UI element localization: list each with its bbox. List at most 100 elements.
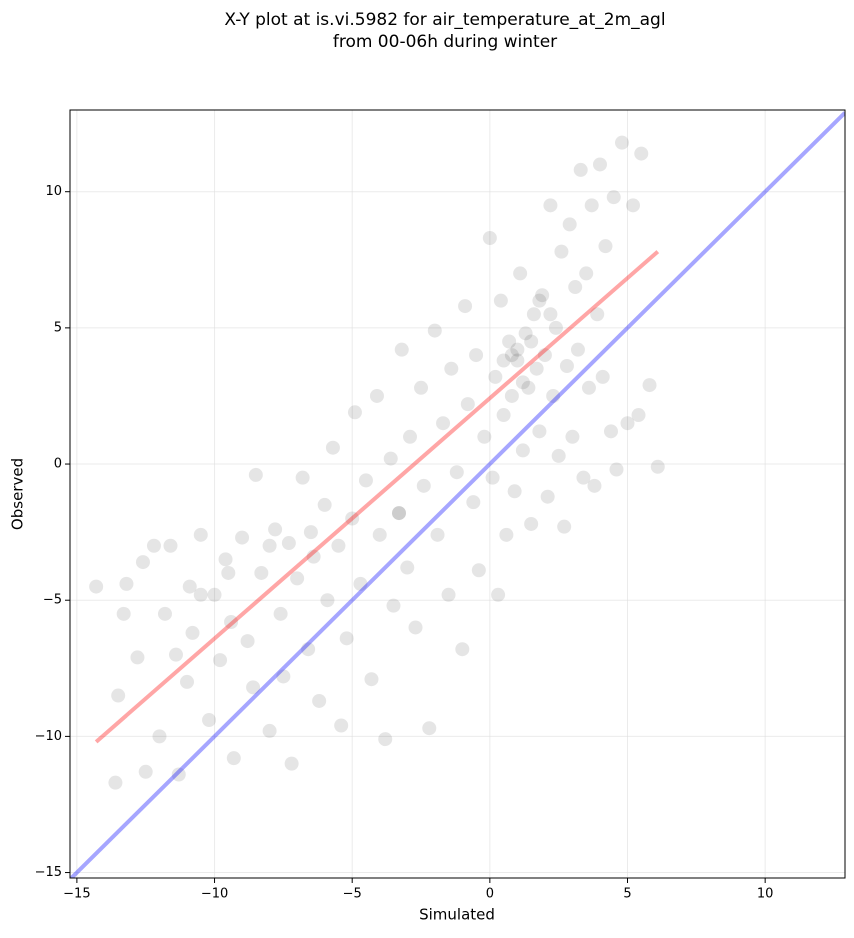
point [262, 723, 277, 738]
point [548, 320, 563, 335]
point [226, 751, 241, 766]
point [595, 369, 610, 384]
point [372, 527, 387, 542]
point [436, 416, 451, 431]
point [554, 244, 569, 259]
point [284, 756, 299, 771]
point [334, 718, 349, 733]
point [427, 323, 442, 338]
point [331, 538, 346, 553]
point [358, 473, 373, 488]
point [369, 388, 384, 403]
x-axis-label: Simulated [419, 906, 495, 924]
point [290, 571, 305, 586]
point [168, 647, 183, 662]
point [221, 565, 236, 580]
point [246, 680, 261, 695]
point [491, 587, 506, 602]
point [281, 536, 296, 551]
point [193, 587, 208, 602]
point [364, 672, 379, 687]
point [116, 606, 131, 621]
point [568, 280, 583, 295]
point [493, 293, 508, 308]
point [403, 429, 418, 444]
point [609, 462, 624, 477]
point [268, 522, 283, 537]
point [499, 527, 514, 542]
point [557, 519, 572, 534]
point [485, 470, 500, 485]
point [524, 334, 539, 349]
point [466, 495, 481, 510]
point [535, 288, 550, 303]
point [383, 451, 398, 466]
point [378, 732, 393, 747]
point [312, 693, 327, 708]
point [345, 511, 360, 526]
point [339, 631, 354, 646]
point [562, 217, 577, 232]
point [471, 563, 486, 578]
point [119, 576, 134, 591]
point [510, 353, 525, 368]
point [540, 489, 555, 504]
point [449, 465, 464, 480]
point [386, 598, 401, 613]
point [502, 334, 517, 349]
chart-title: X-Y plot at is.vi.5982 for air_temperatu… [224, 10, 665, 30]
point [543, 307, 558, 322]
point [543, 198, 558, 213]
x-tick-label: −15 [63, 887, 90, 902]
point [146, 538, 161, 553]
point [248, 467, 263, 482]
point [400, 560, 415, 575]
point [138, 764, 153, 779]
point [320, 593, 335, 608]
point [559, 359, 574, 373]
point [469, 348, 484, 363]
point [482, 231, 497, 245]
point [496, 353, 511, 368]
point [207, 587, 222, 602]
point [526, 307, 541, 322]
point [515, 375, 530, 390]
point [391, 506, 406, 521]
point [507, 484, 522, 499]
point [182, 579, 197, 594]
point [521, 380, 536, 395]
point [592, 157, 607, 172]
point [576, 470, 591, 485]
point [163, 538, 178, 553]
point [631, 408, 646, 423]
point [532, 293, 547, 308]
point [391, 506, 406, 521]
point [276, 669, 291, 684]
point [317, 497, 332, 512]
point [130, 650, 145, 665]
x-tick-label: 0 [486, 887, 494, 902]
y-tick-label: 5 [54, 320, 62, 335]
point [89, 579, 104, 594]
point [518, 326, 533, 341]
plot-area [70, 110, 845, 878]
reference-line [94, 250, 660, 744]
point [347, 405, 362, 420]
point [202, 713, 217, 728]
point [532, 424, 547, 439]
point [108, 775, 123, 790]
point [455, 642, 470, 657]
point [295, 470, 310, 485]
point [135, 555, 150, 570]
x-tick-label: 10 [757, 887, 774, 902]
point [235, 530, 250, 545]
point [218, 552, 233, 567]
point [590, 307, 605, 322]
y-tick-label: 10 [45, 184, 62, 199]
point [441, 587, 456, 602]
point [353, 576, 368, 591]
point [513, 266, 528, 281]
reference-line [70, 111, 845, 878]
point [111, 688, 126, 703]
